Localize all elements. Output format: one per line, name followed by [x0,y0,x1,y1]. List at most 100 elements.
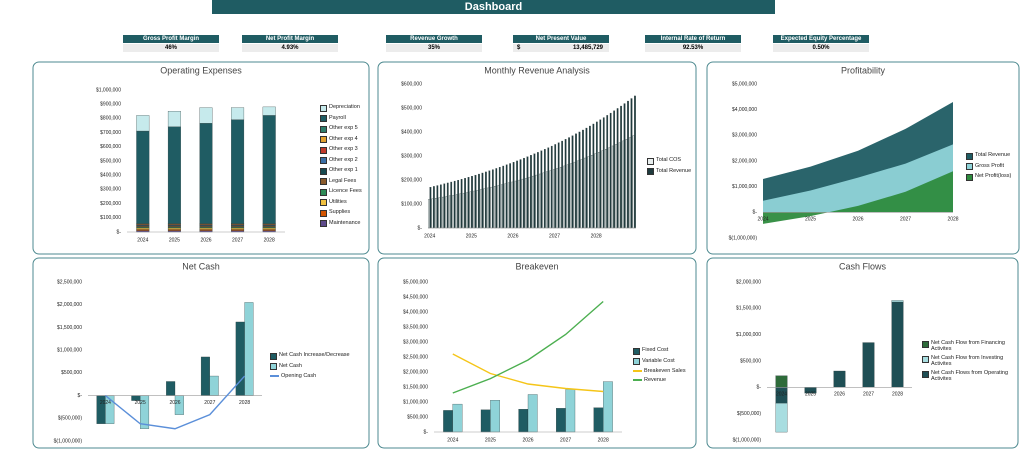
y-tick-label: $(1,000,000) [54,438,83,444]
bar [565,389,576,433]
y-tick-label: $200,000 [100,201,121,207]
bar [448,195,451,229]
bar [550,145,553,229]
bar [833,370,846,388]
y-tick-label: $300,000 [100,187,121,193]
bar [136,227,150,230]
bar [450,181,453,229]
bar [511,181,514,229]
plot [443,381,613,433]
bar [445,196,448,229]
legend-item: Variable Cost [633,358,688,365]
legend-item: Net Cash Flow from Financing Activites [922,340,1010,352]
line [452,300,604,394]
legend-swatch [270,352,277,360]
legend-label: Breakeven Sales [644,368,686,374]
bar [584,157,586,229]
y-tick-label: $300,000 [401,153,422,159]
y-tick-label: $800,000 [100,116,121,122]
legend-label: Net Cash [279,362,302,369]
bar [490,400,500,433]
legend: Net Cash Increase/Decrease Net Cash Openin… [270,352,360,382]
bar [611,145,614,229]
bar [459,193,462,229]
bar [457,179,460,229]
legend-swatch [966,173,973,181]
bar [598,152,600,229]
bar [537,152,539,229]
legend-swatch [966,163,973,170]
bar [601,150,604,229]
bar [561,140,564,229]
bar [602,117,605,229]
legend-item: Total COS [647,157,692,165]
legend-label: Legal Fees [329,177,357,184]
bar [554,144,557,229]
bar [476,190,479,229]
bar [199,107,213,124]
kpi-card: Expected Equity Percentage 0.50% [773,35,869,52]
bar [634,95,636,229]
bar [469,191,472,229]
bar [483,188,486,229]
bar [575,133,577,229]
y-tick-label: $1,500,000 [403,384,428,390]
kpi-value-box: 46% [123,44,219,52]
y-tick-label: $2,500,000 [57,279,82,285]
bar [487,187,489,229]
bar [428,199,430,229]
bar [200,356,210,396]
bar [518,179,521,229]
y-tick-label: $1,000,000 [403,399,428,405]
bar [464,178,466,229]
y-tick-label: $200,000 [401,177,422,183]
kpi-value: 92.53% [682,45,704,51]
y-tick-label: $1,500,000 [57,325,82,331]
bar [556,168,559,229]
kpi-card: Gross Profit Margin 46% [123,35,219,52]
kpi-card: Net Profit Margin 4.93% [242,35,338,52]
legend-label: Utilities [329,198,347,205]
x-tick-label: 2027 [232,237,243,243]
x-tick-label: 2027 [863,392,874,398]
x-tick-label: 2024 [137,237,148,243]
legend-item: Opening Cash [270,373,360,379]
bar [466,192,469,229]
legend: Depreciation Payroll Other exp 5 Other exp … [320,104,365,230]
bar [473,190,475,229]
bar [167,226,181,228]
plot [428,95,636,229]
y-tick-label: $2,000,000 [403,369,428,375]
x-tick-label: 2025 [169,237,180,243]
chart-title: Breakeven [515,261,558,271]
y-tick-label: $600,000 [401,81,422,87]
legend-swatch [633,358,640,365]
y-tick-label: $2,500,000 [403,354,428,360]
bar [462,192,465,229]
bar [244,302,254,396]
kpi-value-box: 0.50% [773,44,869,52]
bar [595,121,598,229]
kpi-card: Net Present Value $13,485,729 [513,35,609,52]
bar [629,137,631,229]
y-tick-label: $1,000,000 [732,184,757,190]
y-tick-label: $2,000,000 [57,302,82,308]
panel [377,257,697,449]
legend-swatch [633,379,642,381]
kpi-value-box: 35% [386,44,482,52]
bar [478,173,480,229]
legend-label: Supplies [329,209,351,215]
kpi-label: Revenue Growth [386,35,482,43]
legend-label: Revenue [644,377,667,383]
kpi-prefix: $ [517,45,521,51]
x-tick-label: 2028 [947,217,958,223]
bar [532,175,534,229]
bar [512,162,515,229]
bar [480,409,491,433]
line [452,353,604,393]
kpi-value-box: $13,485,729 [513,44,609,52]
legend-label: Net Cash Flows from Operating Activites [931,370,1009,382]
legend-label: Depreciation [329,104,360,110]
legend-item: Other exp 5 [320,125,365,133]
bar [549,170,552,229]
